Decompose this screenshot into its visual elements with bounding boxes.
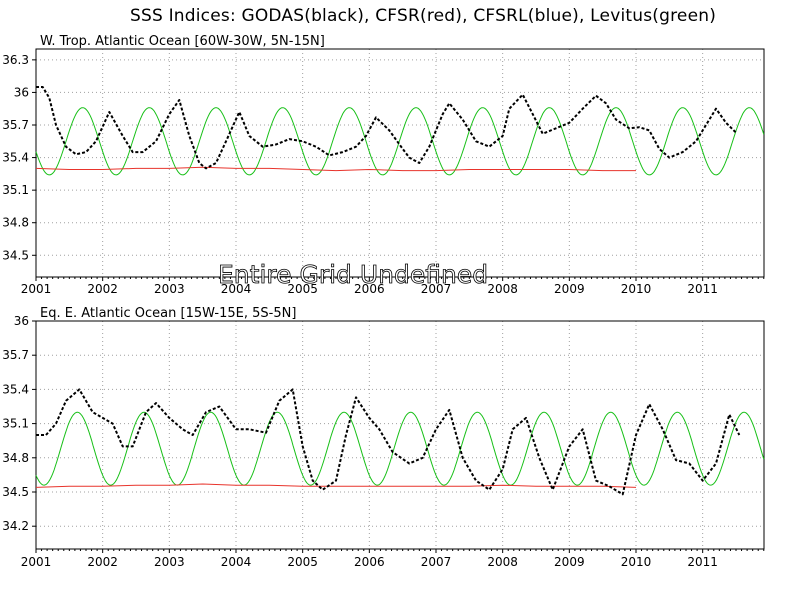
y-tick-label: 34.2 (2, 519, 29, 533)
x-tick-label: 2002 (87, 282, 118, 296)
y-tick-label: 35.1 (2, 183, 29, 197)
y-tick-label: 34.8 (2, 216, 29, 230)
panel-title: W. Trop. Atlantic Ocean [60W-30W, 5N-15N… (40, 34, 325, 49)
x-tick-label: 2004 (221, 555, 252, 569)
panel-title: Eq. E. Atlantic Ocean [15W-15E, 5S-5N] (40, 306, 296, 321)
chart-panel-2: 2001 2002 2003 2004 2005 2006 2007 2008 2009 2010… (2, 306, 765, 569)
x-tick-label: 2001 (21, 282, 52, 296)
plot-frame (35, 48, 765, 278)
x-tick-label: 2002 (87, 555, 118, 569)
series-line-cfsr (35, 166, 636, 172)
y-tick-label: 35.4 (2, 382, 29, 396)
x-tick-label: 2006 (354, 555, 385, 569)
x-tick-label: 2005 (287, 555, 318, 569)
y-tick-label: 34.5 (2, 485, 29, 499)
x-tick-label: 2009 (554, 282, 585, 296)
y-tick-label: 36 (14, 314, 29, 328)
series-line-cfsr (35, 483, 637, 488)
x-tick-label: 2007 (421, 555, 452, 569)
x-tick-label: 2007 (421, 282, 452, 296)
undefined-grid-note: Entire Grid Undefined (218, 260, 488, 289)
x-tick-label: 2003 (154, 282, 185, 296)
x-tick-label: 2010 (621, 282, 652, 296)
y-tick-label: 35.4 (2, 151, 29, 165)
y-tick-label: 35.7 (2, 348, 29, 362)
x-tick-label: 2003 (154, 555, 185, 569)
x-tick-label: 2005 (287, 282, 318, 296)
x-tick-label: 2010 (621, 555, 652, 569)
series-line-levitus (35, 107, 765, 176)
x-tick-label: 2001 (21, 555, 52, 569)
main-title: SSS Indices: GODAS(black), CFSR(red), CF… (130, 6, 717, 26)
x-tick-label: 2011 (687, 555, 718, 569)
x-tick-label: 2009 (554, 555, 585, 569)
chart-panel-1: 2001 2002 2003 2004 2005 2006 2007 2008 2009 2010… (2, 34, 765, 296)
y-tick-label: 35.7 (2, 118, 29, 132)
x-tick-label: 2008 (487, 282, 518, 296)
y-tick-label: 36.3 (2, 53, 29, 67)
series-line-godas (36, 86, 737, 170)
x-tick-label: 2006 (354, 282, 385, 296)
series-line-levitus (35, 411, 765, 486)
x-tick-label: 2011 (687, 282, 718, 296)
y-tick-label: 35.1 (2, 417, 29, 431)
series-line-godas (36, 388, 741, 496)
x-tick-label: 2004 (221, 282, 252, 296)
y-tick-label: 36 (14, 85, 29, 99)
x-tick-label: 2008 (487, 555, 518, 569)
y-tick-label: 34.5 (2, 248, 29, 262)
y-tick-label: 34.8 (2, 451, 29, 465)
